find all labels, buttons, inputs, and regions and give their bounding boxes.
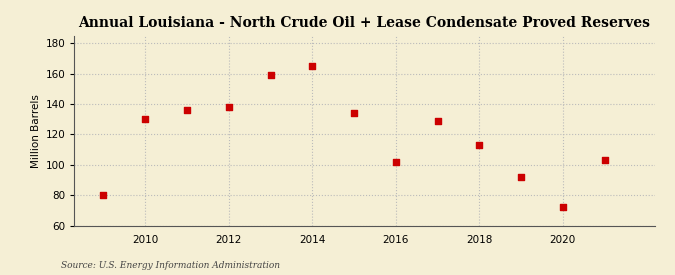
Text: Source: U.S. Energy Information Administration: Source: U.S. Energy Information Administ…: [61, 260, 279, 270]
Point: [349, 111, 360, 116]
Point: [265, 73, 276, 78]
Point: [182, 108, 192, 112]
Point: [140, 117, 151, 122]
Point: [223, 105, 234, 109]
Point: [390, 160, 401, 164]
Y-axis label: Million Barrels: Million Barrels: [31, 94, 41, 167]
Point: [98, 193, 109, 197]
Point: [516, 175, 526, 179]
Point: [432, 119, 443, 123]
Point: [474, 143, 485, 147]
Point: [307, 64, 318, 68]
Point: [599, 158, 610, 163]
Point: [558, 205, 568, 210]
Title: Annual Louisiana - North Crude Oil + Lease Condensate Proved Reserves: Annual Louisiana - North Crude Oil + Lea…: [78, 16, 651, 31]
